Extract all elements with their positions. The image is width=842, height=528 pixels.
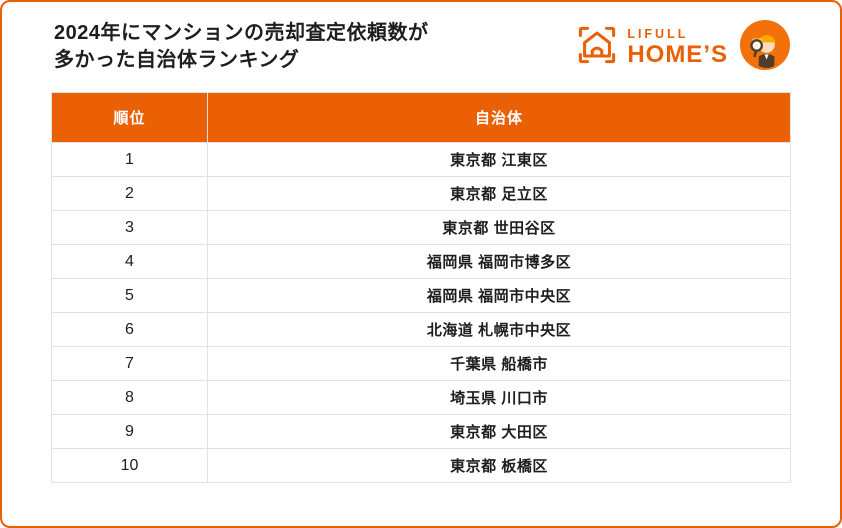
table-row: 10 東京都 板橋区 [51,448,791,483]
card-header: 2024年にマンションの売却査定依頼数が 多かった自治体ランキング [2,2,840,75]
municipality-cell: 千葉県 船橋市 [207,346,791,381]
table-row: 6 北海道 札幌市中央区 [51,312,791,347]
municipality-cell: 東京都 板橋区 [207,448,791,483]
mascot-magnifier-icon [740,20,790,75]
page-title-line1: 2024年にマンションの売却査定依頼数が [54,21,429,44]
logo-brand-top: LIFULL [627,26,689,41]
house-viewfinder-icon [576,24,618,71]
lifull-homes-logo: LIFULL HOME’S [576,20,790,75]
municipality-cell: 東京都 世田谷区 [207,210,791,245]
rank-cell: 5 [51,278,208,313]
table-row: 2 東京都 足立区 [51,176,791,211]
rank-cell: 4 [51,244,208,279]
logo-brand-bottom: HOME’S [627,41,728,69]
table-row: 4 福岡県 福岡市博多区 [51,244,791,279]
municipality-cell: 東京都 大田区 [207,414,791,449]
municipality-cell: 埼玉県 川口市 [207,380,791,415]
page-title: 2024年にマンションの売却査定依頼数が 多かった自治体ランキング [54,20,429,74]
rank-cell: 2 [51,176,208,211]
municipality-cell: 北海道 札幌市中央区 [207,312,791,347]
table-row: 8 埼玉県 川口市 [51,380,791,415]
ranking-table: 順位 自治体 1 東京都 江東区 2 東京都 足立区 3 東京都 世田谷区 4 … [51,92,791,483]
logo-mark: LIFULL HOME’S [576,24,728,71]
municipality-cell: 東京都 足立区 [207,176,791,211]
rank-cell: 10 [51,448,208,483]
column-header-municipality: 自治体 [207,92,791,143]
page-title-line2: 多かった自治体ランキング [54,48,300,71]
table-row: 3 東京都 世田谷区 [51,210,791,245]
rank-cell: 6 [51,312,208,347]
rank-cell: 9 [51,414,208,449]
table-row: 5 福岡県 福岡市中央区 [51,278,791,313]
municipality-cell: 福岡県 福岡市中央区 [207,278,791,313]
rank-cell: 3 [51,210,208,245]
rank-cell: 8 [51,380,208,415]
table-header-row: 順位 自治体 [51,92,791,143]
municipality-cell: 福岡県 福岡市博多区 [207,244,791,279]
table-row: 1 東京都 江東区 [51,142,791,177]
logo-wordmark: LIFULL HOME’S [627,28,728,68]
column-header-rank: 順位 [51,92,208,143]
municipality-cell: 東京都 江東区 [207,142,791,177]
table-row: 9 東京都 大田区 [51,414,791,449]
rank-cell: 1 [51,142,208,177]
rank-cell: 7 [51,346,208,381]
table-row: 7 千葉県 船橋市 [51,346,791,381]
